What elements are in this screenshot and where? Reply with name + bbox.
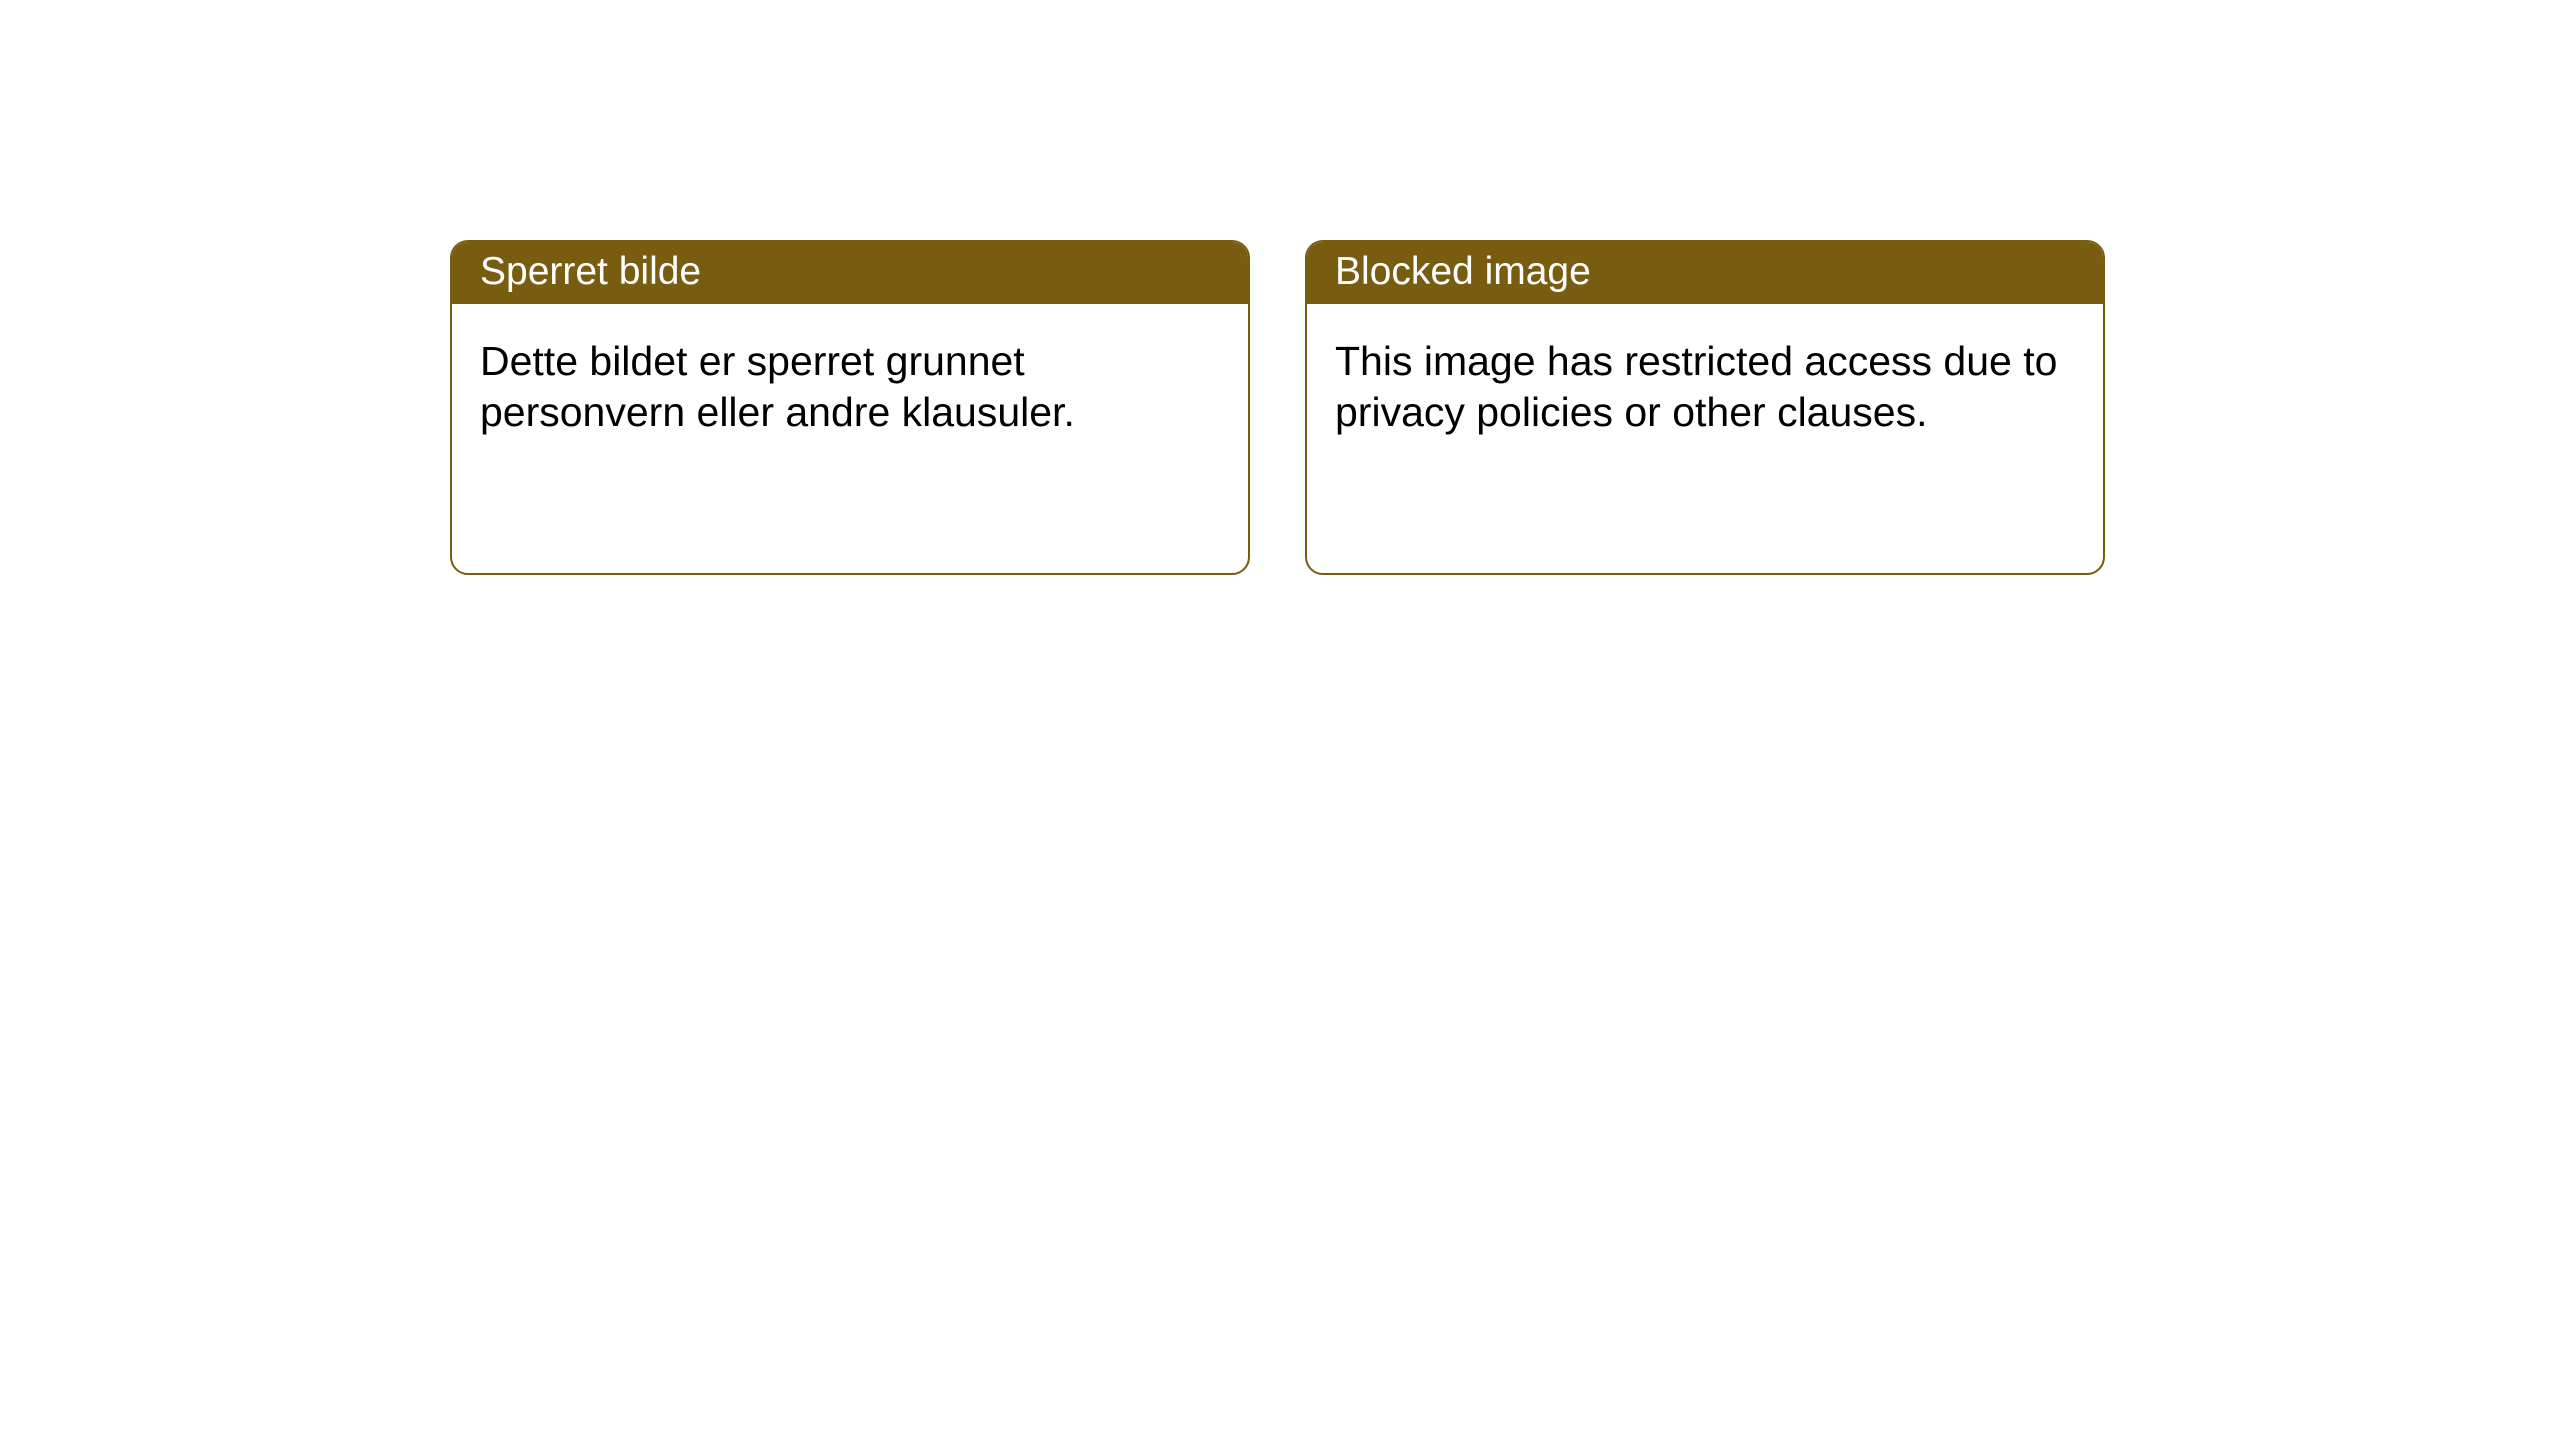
notice-card-norwegian: Sperret bilde Dette bildet er sperret gr… — [450, 240, 1250, 575]
notice-body-text: Dette bildet er sperret grunnet personve… — [480, 338, 1075, 435]
notice-card-body: This image has restricted access due to … — [1307, 304, 2103, 471]
notice-cards-container: Sperret bilde Dette bildet er sperret gr… — [0, 0, 2560, 575]
notice-card-body: Dette bildet er sperret grunnet personve… — [452, 304, 1248, 471]
notice-card-header: Blocked image — [1307, 242, 2103, 304]
notice-title: Sperret bilde — [480, 250, 701, 293]
notice-card-english: Blocked image This image has restricted … — [1305, 240, 2105, 575]
notice-title: Blocked image — [1335, 250, 1591, 293]
notice-body-text: This image has restricted access due to … — [1335, 338, 2057, 435]
notice-card-header: Sperret bilde — [452, 242, 1248, 304]
